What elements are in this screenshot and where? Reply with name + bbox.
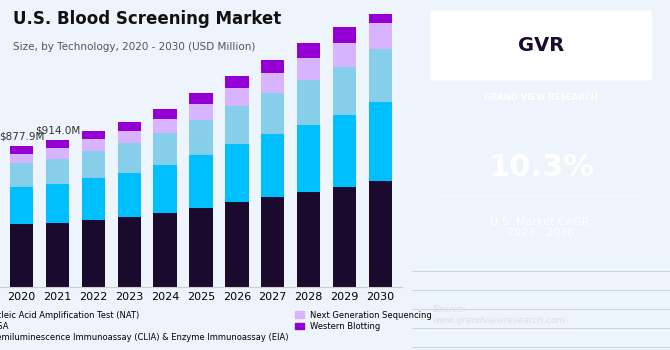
Bar: [46, 140, 69, 148]
Bar: [46, 223, 69, 287]
Bar: [333, 188, 356, 287]
Bar: [82, 131, 105, 139]
Bar: [46, 184, 69, 223]
Bar: [369, 23, 392, 49]
Bar: [261, 73, 285, 93]
Bar: [225, 202, 249, 287]
Bar: [333, 43, 356, 67]
Bar: [190, 155, 212, 208]
Bar: [225, 106, 249, 144]
Bar: [261, 93, 285, 134]
Bar: [297, 58, 320, 80]
Bar: [10, 146, 34, 154]
Bar: [225, 88, 249, 106]
Bar: [261, 134, 285, 197]
Text: 10.3%: 10.3%: [488, 154, 594, 182]
Bar: [297, 125, 320, 192]
Bar: [261, 60, 285, 73]
Bar: [82, 139, 105, 150]
Bar: [333, 115, 356, 188]
Bar: [190, 104, 212, 120]
Text: U.S. Market CAGR,
2023 - 2030: U.S. Market CAGR, 2023 - 2030: [490, 217, 592, 238]
Text: GVR: GVR: [518, 36, 564, 55]
Bar: [10, 163, 34, 188]
Bar: [153, 133, 177, 165]
Bar: [117, 173, 141, 217]
Bar: [117, 217, 141, 287]
Text: Source:
www.grandviewresearch.com: Source: www.grandviewresearch.com: [433, 305, 566, 325]
Bar: [190, 120, 212, 155]
Bar: [153, 165, 177, 213]
Bar: [153, 213, 177, 287]
Bar: [10, 154, 34, 163]
Bar: [297, 43, 320, 58]
FancyBboxPatch shape: [430, 10, 652, 80]
Bar: [82, 150, 105, 178]
Bar: [10, 188, 34, 224]
Bar: [333, 27, 356, 43]
Bar: [117, 131, 141, 143]
Legend: Nucleic Acid Amplification Test (NAT), ELISA, Chemiluminescence Immunoassay (CLI: Nucleic Acid Amplification Test (NAT), E…: [0, 307, 436, 346]
Bar: [153, 119, 177, 133]
Bar: [10, 224, 34, 287]
Bar: [369, 102, 392, 181]
Bar: [297, 192, 320, 287]
Bar: [190, 93, 212, 104]
Bar: [46, 148, 69, 159]
Bar: [333, 67, 356, 115]
Bar: [46, 159, 69, 184]
Text: Size, by Technology, 2020 - 2030 (USD Million): Size, by Technology, 2020 - 2030 (USD Mi…: [13, 42, 256, 52]
Bar: [369, 5, 392, 23]
Bar: [369, 181, 392, 287]
Bar: [369, 49, 392, 102]
Bar: [153, 109, 177, 119]
Bar: [190, 208, 212, 287]
Text: $914.0M: $914.0M: [35, 125, 80, 135]
Bar: [117, 143, 141, 173]
Bar: [261, 197, 285, 287]
Bar: [82, 219, 105, 287]
Bar: [225, 76, 249, 88]
Bar: [82, 178, 105, 219]
Bar: [297, 80, 320, 125]
Bar: [117, 122, 141, 131]
Text: $877.9M: $877.9M: [0, 131, 44, 141]
Text: U.S. Blood Screening Market: U.S. Blood Screening Market: [13, 10, 281, 28]
Bar: [225, 144, 249, 202]
Text: GRAND VIEW RESEARCH: GRAND VIEW RESEARCH: [484, 93, 598, 103]
